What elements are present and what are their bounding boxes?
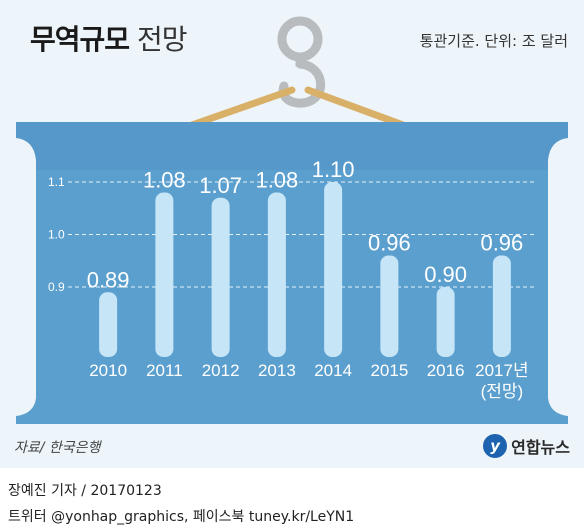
title-light: 전망: [136, 23, 188, 56]
x-tick-note: (전망): [481, 382, 524, 401]
x-tick-label: 2012: [202, 361, 240, 380]
yonhap-logo: y 연합뉴스: [483, 434, 570, 458]
x-tick-label: 2011: [146, 361, 183, 380]
bar: [492, 255, 511, 357]
yonhap-logo-icon: y: [483, 434, 508, 458]
x-tick-label: 2014: [314, 361, 352, 380]
x-axis-labels: 2010 2011 2012 2013 2014 2015 2016 2017년 (전망): [89, 361, 528, 401]
container-shape: [16, 122, 568, 424]
bar-value-labels: 0.89 1.08 1.07 1.08 1.10 0.96 0.90 0.96: [87, 157, 524, 292]
bar: [99, 292, 118, 357]
bar-value-label: 1.10: [312, 157, 355, 182]
bars: [99, 182, 511, 357]
bar: [211, 197, 230, 357]
bar-value-label: 0.90: [424, 262, 467, 287]
x-tick-label: 2017년: [475, 361, 528, 380]
y-axis-ticks: 0.9 1.0 1.1: [48, 175, 65, 294]
x-tick-label: 2015: [370, 361, 408, 380]
bar: [436, 287, 455, 357]
bar-value-label: 1.08: [255, 168, 298, 193]
y-tick-label: 1.0: [48, 228, 65, 242]
title-bold: 무역규모: [30, 23, 130, 56]
chart-svg: 0.91.01.1 0.891.08 1.07 1.08 1.100.960.900.…: [16, 16, 568, 424]
credit-line-2: 트위터 @yonhap_graphics, 페이스북 tuney.kr/LeYN…: [8, 509, 355, 525]
bar-value-label: 1.08: [143, 168, 186, 193]
credit-line-1: 장예진 기자 / 20170123: [8, 483, 162, 499]
bar: [155, 192, 174, 357]
bar: [324, 182, 343, 357]
page-title: 무역규모 전망: [30, 18, 188, 58]
bar: [380, 255, 399, 357]
bar-value-label: 1.07: [199, 173, 242, 198]
bar-value-label: 0.96: [480, 231, 523, 256]
x-tick-label: 2016: [427, 361, 465, 380]
yonhap-logo-text: 연합뉴스: [511, 438, 570, 457]
y-tick-label: 0.9: [48, 280, 65, 294]
bar: [267, 192, 286, 357]
source-note: 자료/ 한국은행: [14, 440, 101, 456]
unit-note: 통관기준. 단위: 조 달러: [419, 32, 568, 50]
x-tick-label: 2010: [89, 361, 127, 380]
grid-lines: [68, 181, 534, 288]
bar-value-label: 0.96: [368, 231, 411, 256]
x-tick-label: 2013: [258, 361, 296, 380]
bar-value-label: 0.89: [87, 267, 130, 292]
y-tick-label: 1.1: [48, 175, 65, 189]
